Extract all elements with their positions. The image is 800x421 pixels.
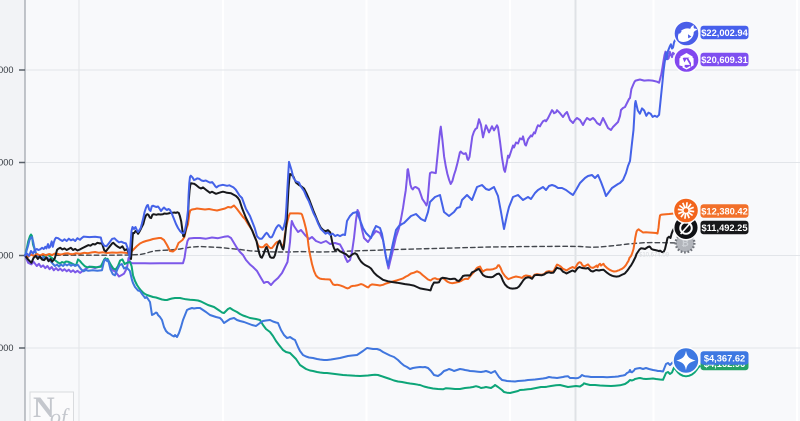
svg-text:$10,000: $10,000 [0,251,14,261]
svg-text:$20,609.31: $20,609.31 [701,55,748,65]
svg-text:$12,380.42: $12,380.42 [701,207,748,217]
svg-text:$10,674.09: $10,674.09 [639,253,670,259]
svg-text:$11,492.25: $11,492.25 [701,223,747,233]
svg-text:$15,000: $15,000 [0,158,14,168]
svg-text:$20,000: $20,000 [0,65,14,75]
svg-text:of: of [50,404,70,421]
svg-text:N: N [33,391,55,421]
svg-text:₿: ₿ [681,238,688,248]
svg-text:$22,002.94: $22,002.94 [701,28,748,38]
svg-text:$4,367.62: $4,367.62 [704,354,745,364]
svg-text:$5,000: $5,000 [0,343,14,353]
